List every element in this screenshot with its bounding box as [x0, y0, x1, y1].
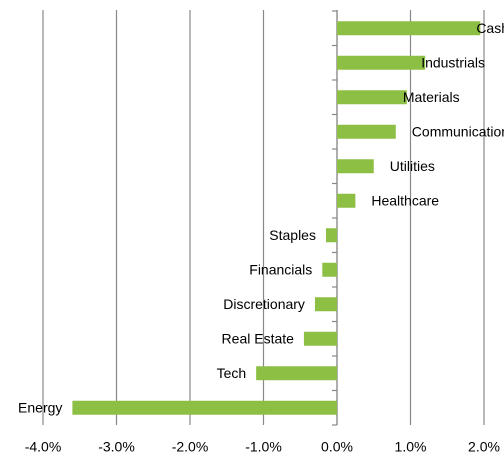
bar [337, 21, 481, 36]
category-label: Industrials [421, 54, 485, 70]
category-label: Healthcare [371, 192, 439, 208]
category-label: Real Estate [222, 330, 295, 346]
bar [325, 228, 337, 243]
bar [314, 297, 337, 312]
bar [337, 193, 356, 208]
category-label: Communication Services [412, 123, 504, 139]
x-tick-label: -3.0% [98, 439, 135, 455]
bar [337, 124, 396, 139]
x-tick-label: -2.0% [172, 439, 209, 455]
category-label: Tech [217, 365, 247, 381]
bar [337, 159, 374, 174]
bar [337, 55, 426, 70]
category-label: Cash [476, 20, 504, 36]
bar [303, 331, 337, 346]
category-label: Materials [403, 89, 460, 105]
x-tick-label: -1.0% [245, 439, 282, 455]
category-label: Discretionary [223, 296, 305, 312]
x-tick-label: -4.0% [25, 439, 62, 455]
category-label: Utilities [390, 158, 435, 174]
category-label: Financials [249, 261, 312, 277]
bar [322, 262, 337, 277]
x-tick-label: 0.0% [321, 439, 353, 455]
bar [256, 366, 337, 381]
bar [337, 90, 407, 105]
x-tick-label: 2.0% [468, 439, 500, 455]
bar [72, 400, 338, 415]
category-label: Energy [18, 399, 62, 415]
category-label: Staples [269, 227, 316, 243]
x-tick-label: 1.0% [395, 439, 427, 455]
